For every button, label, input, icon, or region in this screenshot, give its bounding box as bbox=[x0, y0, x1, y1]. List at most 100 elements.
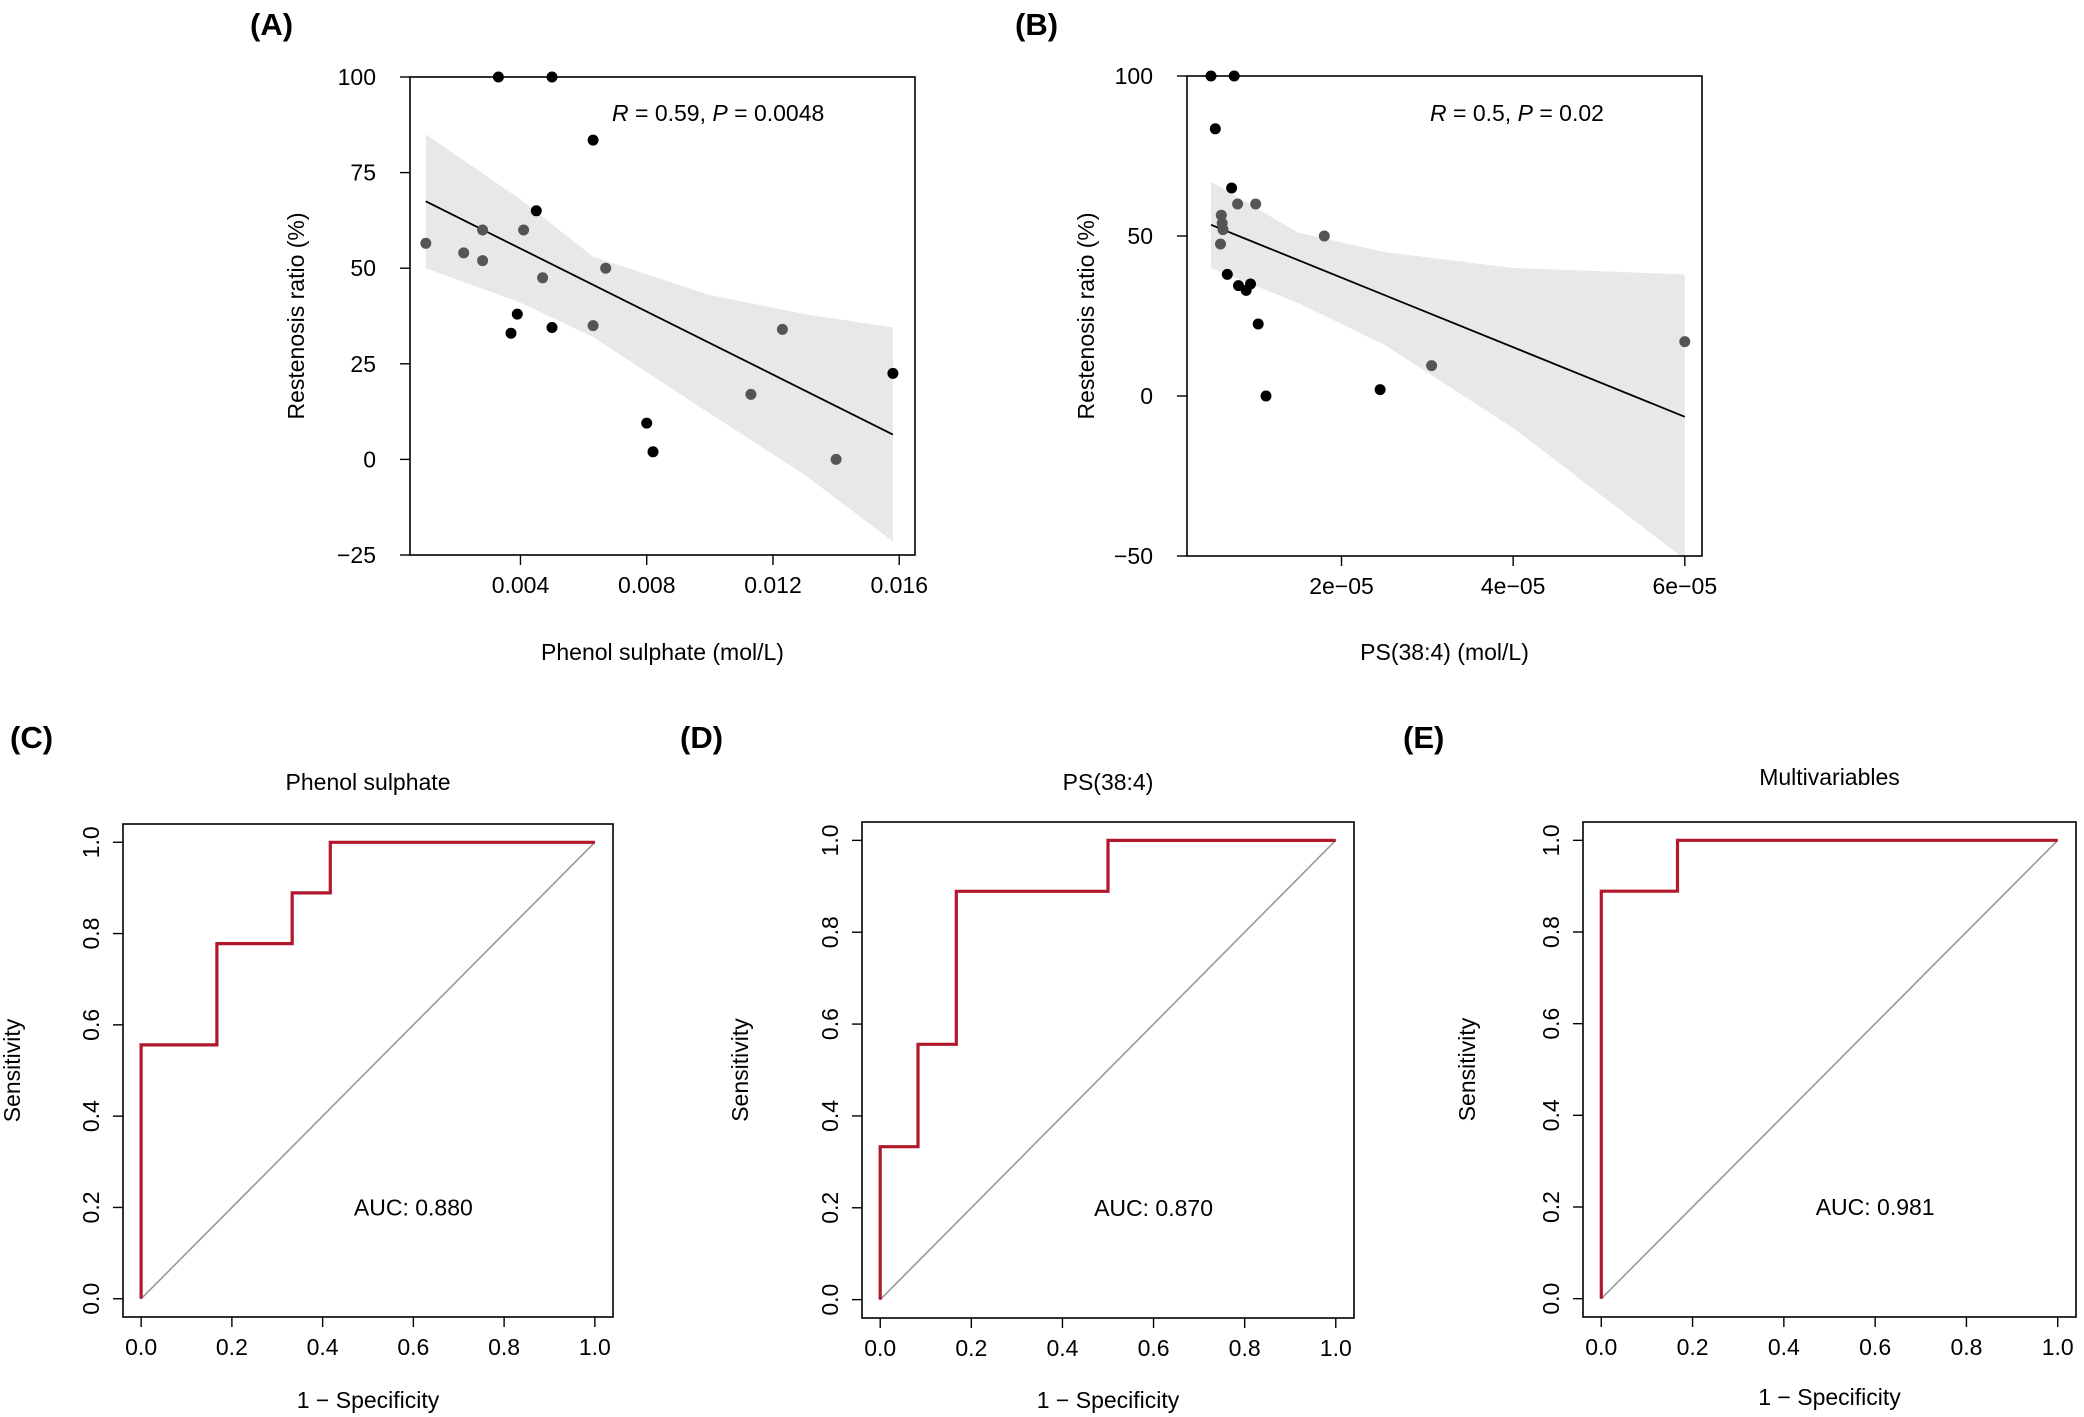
panel-letter: (E) bbox=[1403, 720, 1444, 755]
y-tick-label: 0 bbox=[363, 446, 376, 472]
y-tick-label: 0.8 bbox=[78, 918, 104, 950]
reference-diagonal bbox=[1600, 839, 2059, 1300]
data-point bbox=[420, 237, 432, 249]
plot-frame bbox=[1186, 75, 1703, 557]
confidence-band bbox=[1211, 181, 1685, 560]
annotation-part: = 0.02 bbox=[1533, 100, 1604, 126]
y-tick-label: 75 bbox=[350, 160, 376, 186]
annotation-part: R bbox=[612, 100, 629, 126]
data-point bbox=[518, 224, 530, 236]
data-point bbox=[1217, 224, 1229, 236]
y-tick-label: 1.0 bbox=[78, 826, 104, 858]
regression-line bbox=[425, 200, 894, 436]
roc-curve bbox=[139, 840, 595, 1299]
x-tick-label: 0.6 bbox=[1859, 1334, 1891, 1360]
y-axis-label: Sensitivity bbox=[0, 1018, 25, 1122]
data-point bbox=[587, 134, 599, 146]
x-tick-label: 0.0 bbox=[1585, 1334, 1617, 1360]
y-tick-label: −50 bbox=[1114, 543, 1153, 569]
roc-curve bbox=[878, 838, 1336, 1300]
data-point bbox=[1260, 390, 1272, 402]
x-tick-label: 0.008 bbox=[618, 572, 676, 598]
chart-title: Phenol sulphate bbox=[286, 769, 451, 795]
data-point bbox=[1374, 384, 1386, 396]
x-tick-label: 1.0 bbox=[579, 1334, 611, 1360]
x-tick-label: 0.8 bbox=[1950, 1334, 1982, 1360]
data-point bbox=[887, 367, 899, 379]
data-point bbox=[1232, 198, 1244, 210]
data-point bbox=[1252, 318, 1264, 330]
annotation-part: = 0.5, bbox=[1447, 100, 1518, 126]
panel-b: (B) 2e−05 4e−05 6e−05 −50 0 50 100 PS(38:4) (mol… bbox=[1015, 7, 1717, 665]
y-tick-label: 0.4 bbox=[1538, 1099, 1564, 1131]
data-point bbox=[530, 205, 542, 217]
annotation-part: R bbox=[1430, 100, 1447, 126]
panel-d: (D) PS(38:4) 0.0 0.2 0.4 0.6 0.8 1.0 0.0 0.2 0.4 0.… bbox=[680, 720, 1355, 1413]
data-point bbox=[1250, 198, 1262, 210]
reference-diagonal bbox=[140, 841, 596, 1300]
x-tick-label: 0.4 bbox=[1046, 1335, 1078, 1361]
y-tick-label: 50 bbox=[1127, 223, 1153, 249]
x-tick-label: 0.8 bbox=[1229, 1335, 1261, 1361]
y-tick-label: 0.2 bbox=[78, 1191, 104, 1223]
y-tick-label: 0.0 bbox=[78, 1283, 104, 1315]
auc-label: AUC: 0.981 bbox=[1816, 1194, 1935, 1220]
x-tick-label: 0.012 bbox=[744, 572, 802, 598]
x-tick-label: 0.8 bbox=[488, 1334, 520, 1360]
x-tick-label: 0.4 bbox=[1768, 1334, 1800, 1360]
data-point bbox=[647, 446, 659, 458]
x-tick-label: 0.016 bbox=[870, 572, 928, 598]
data-point bbox=[511, 308, 523, 320]
data-point bbox=[587, 320, 599, 332]
data-point bbox=[776, 323, 788, 335]
correlation-annotation: R = 0.59, P = 0.0048 bbox=[612, 100, 824, 126]
annotation-part: P bbox=[712, 100, 728, 126]
data-point bbox=[1426, 360, 1438, 372]
data-point bbox=[1679, 336, 1691, 348]
y-axis-label: Sensitivity bbox=[727, 1018, 753, 1122]
y-tick-label: 0.0 bbox=[817, 1284, 843, 1316]
x-axis-label: 1 − Specificity bbox=[1758, 1384, 1901, 1410]
y-tick-label: 1.0 bbox=[817, 824, 843, 856]
chart-title: PS(38:4) bbox=[1063, 769, 1154, 795]
x-tick-label: 0.4 bbox=[307, 1334, 339, 1360]
y-tick-label: 1.0 bbox=[1538, 824, 1564, 856]
data-point bbox=[745, 388, 757, 400]
data-point bbox=[537, 272, 549, 284]
x-tick-label: 0.2 bbox=[955, 1335, 987, 1361]
y-tick-label: −25 bbox=[337, 542, 376, 568]
panel-letter: (C) bbox=[10, 720, 53, 755]
data-point bbox=[1209, 123, 1221, 135]
y-tick-label: 0 bbox=[1140, 383, 1153, 409]
plot-frame bbox=[861, 821, 1355, 1319]
y-tick-label: 0.8 bbox=[1538, 916, 1564, 948]
annotation-part: = 0.0048 bbox=[728, 100, 825, 126]
y-axis-label: Restenosis ratio (%) bbox=[1073, 212, 1099, 419]
x-tick-label: 1.0 bbox=[1320, 1335, 1352, 1361]
y-tick-label: 0.6 bbox=[817, 1008, 843, 1040]
x-tick-label: 6e−05 bbox=[1653, 573, 1718, 599]
data-point bbox=[1240, 284, 1252, 296]
x-tick-label: 0.0 bbox=[125, 1334, 157, 1360]
y-tick-label: 25 bbox=[350, 351, 376, 377]
y-tick-label: 0.4 bbox=[817, 1100, 843, 1132]
x-tick-label: 1.0 bbox=[2042, 1334, 2074, 1360]
chart-title: Multivariables bbox=[1759, 764, 1900, 790]
regression-line bbox=[1210, 223, 1686, 418]
x-tick-label: 2e−05 bbox=[1309, 573, 1374, 599]
y-tick-label: 0.0 bbox=[1538, 1283, 1564, 1315]
y-tick-label: 0.2 bbox=[1538, 1191, 1564, 1223]
x-tick-label: 0.6 bbox=[397, 1334, 429, 1360]
y-tick-label: 0.6 bbox=[78, 1009, 104, 1041]
confidence-band bbox=[425, 134, 893, 542]
data-point bbox=[477, 224, 489, 236]
data-point bbox=[830, 453, 842, 465]
panel-letter: (D) bbox=[680, 720, 723, 755]
y-tick-label: 0.2 bbox=[817, 1192, 843, 1224]
data-point bbox=[1226, 182, 1238, 194]
data-point bbox=[1221, 268, 1233, 280]
annotation-part: = 0.59, bbox=[629, 100, 713, 126]
panel-a: (A) 0.004 0.008 0.012 0.016 −25 0 25 50 75 100 Phen… bbox=[250, 7, 928, 665]
plot-frame bbox=[1582, 821, 2077, 1318]
